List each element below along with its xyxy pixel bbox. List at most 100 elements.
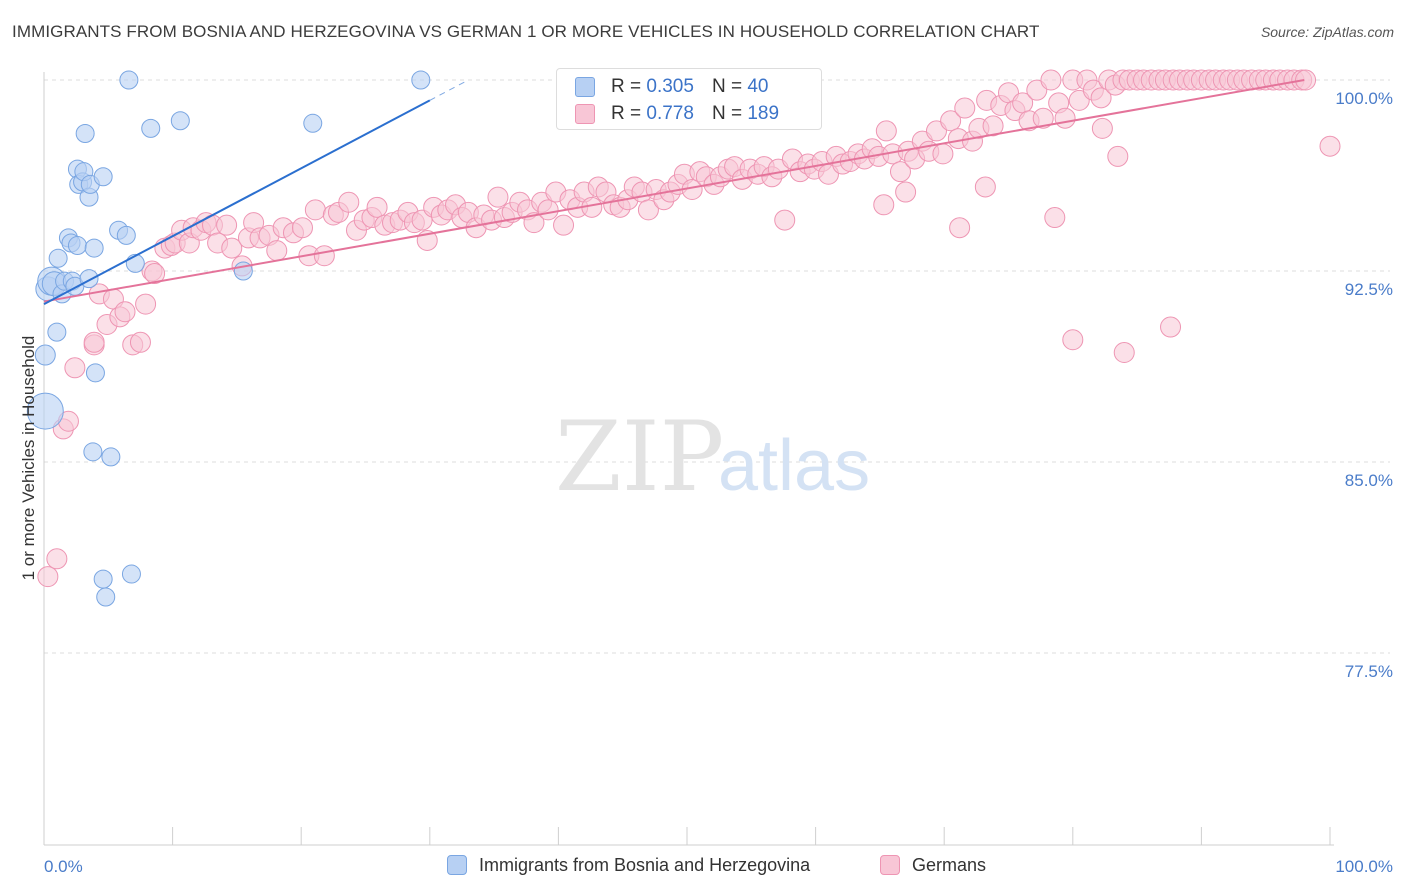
germans-trend-line: [43, 79, 1305, 303]
germans-point: [1113, 341, 1135, 363]
germans-point: [129, 331, 151, 353]
germans-point: [974, 176, 996, 198]
trend-lines: [43, 79, 1305, 305]
germans-point: [1062, 329, 1084, 351]
r-value-germans: 0.778: [646, 103, 694, 124]
germans-point: [949, 217, 971, 239]
germans-point: [925, 120, 947, 142]
bottom-legend: Immigrants from Bosnia and Herzegovina G…: [0, 850, 1406, 880]
bosnia-point: [101, 447, 121, 467]
germans-point: [114, 301, 136, 323]
r-value-bosnia: 0.305: [646, 76, 694, 97]
germans-point: [1026, 79, 1048, 101]
bosnia-point: [85, 363, 105, 383]
legend-item-germans[interactable]: Germans: [880, 853, 986, 877]
germans-point: [1068, 89, 1090, 111]
germans-point: [1040, 69, 1062, 91]
r-label: R =: [611, 76, 642, 97]
y-tick-label: 92.5%: [1345, 280, 1393, 299]
germans-point: [1054, 107, 1076, 129]
germans-point: [895, 181, 917, 203]
bosnia-point: [84, 238, 104, 258]
germans-point: [64, 357, 86, 379]
x-tick-label: 0.0%: [44, 857, 83, 876]
germans-point: [875, 120, 897, 142]
legend-item-bosnia[interactable]: Immigrants from Bosnia and Herzegovina: [447, 853, 810, 877]
bosnia-points: [26, 70, 431, 607]
bosnia-point: [93, 167, 113, 187]
germans-point: [144, 263, 166, 285]
germans-point: [982, 115, 1004, 137]
axes: [43, 72, 1334, 846]
watermark-zip: ZIP: [555, 401, 724, 513]
germans-point: [135, 293, 157, 315]
bosnia-point: [75, 123, 95, 143]
germans-point: [37, 566, 59, 588]
germans-point: [338, 191, 360, 213]
germans-point: [889, 161, 911, 183]
germans-point: [873, 194, 895, 216]
germans-point: [313, 245, 335, 267]
germans-point: [954, 97, 976, 119]
germans-point: [1032, 107, 1054, 129]
y-tick-label: 100.0%: [1335, 89, 1393, 108]
r-label: R =: [611, 103, 642, 124]
legend-swatch-blue: [447, 855, 467, 875]
n-label: N =: [711, 76, 743, 97]
stats-row-germans: R = 0.778 N = 189: [575, 101, 779, 127]
legend-label-bosnia: Immigrants from Bosnia and Herzegovina: [479, 854, 811, 875]
germans-point: [1319, 135, 1341, 157]
bosnia-point: [26, 392, 64, 430]
y-tick-label: 85.0%: [1345, 471, 1393, 490]
watermark: ZIP atlas: [555, 401, 870, 513]
germans-point: [1044, 207, 1066, 229]
germans-points: [37, 69, 1341, 588]
watermark-atlas: atlas: [718, 426, 870, 506]
y-axis-label: 1 or more Vehicles in Household: [19, 336, 38, 581]
germans-point: [932, 143, 954, 165]
germans-point: [1160, 316, 1182, 338]
germans-point: [940, 110, 962, 132]
bosnia-point: [83, 442, 103, 462]
germans-point: [266, 240, 288, 262]
germans-point: [774, 209, 796, 231]
legend-label-germans: Germans: [912, 854, 987, 875]
bosnia-trend-extension: [429, 79, 469, 101]
bosnia-point: [125, 253, 145, 273]
bosnia-point: [47, 322, 67, 342]
tick-labels: 77.5% 85.0% 92.5% 100.0% 0.0% 100.0%: [44, 89, 1393, 876]
germans-point: [537, 199, 559, 221]
bosnia-point: [93, 569, 113, 589]
germans-point: [553, 214, 575, 236]
bosnia-point: [67, 236, 87, 256]
bosnia-point: [116, 225, 136, 245]
germans-point: [366, 196, 388, 218]
bosnia-point: [34, 344, 56, 366]
stats-row-bosnia: R = 0.305 N = 40: [575, 74, 768, 100]
germans-point: [1090, 87, 1112, 109]
bosnia-point: [141, 118, 161, 138]
stats-swatch-blue: [575, 77, 595, 97]
chart-title: IMMIGRANTS FROM BOSNIA AND HERZEGOVINA V…: [12, 22, 1040, 41]
legend-swatch-pink: [880, 855, 900, 875]
grid-lines: [44, 79, 1390, 654]
source-label: Source: ZipAtlas.com: [1260, 24, 1394, 40]
bosnia-point: [170, 111, 190, 131]
stats-legend-box: R = 0.305 N = 40 R = 0.778 N = 189: [556, 68, 822, 130]
bosnia-point: [79, 269, 99, 289]
bosnia-point: [96, 587, 116, 607]
n-value-germans: 189: [747, 103, 780, 124]
n-value-bosnia: 40: [747, 76, 769, 97]
x-tick-label: 100.0%: [1335, 857, 1393, 876]
germans-point: [487, 186, 509, 208]
stats-swatch-pink: [575, 104, 595, 124]
germans-point: [637, 199, 659, 221]
germans-point: [523, 212, 545, 234]
n-label: N =: [711, 103, 743, 124]
bosnia-point: [48, 248, 68, 268]
germans-point: [221, 237, 243, 259]
bosnia-point: [303, 113, 323, 133]
germans-point: [291, 217, 313, 239]
bosnia-trend-line: [43, 99, 431, 305]
